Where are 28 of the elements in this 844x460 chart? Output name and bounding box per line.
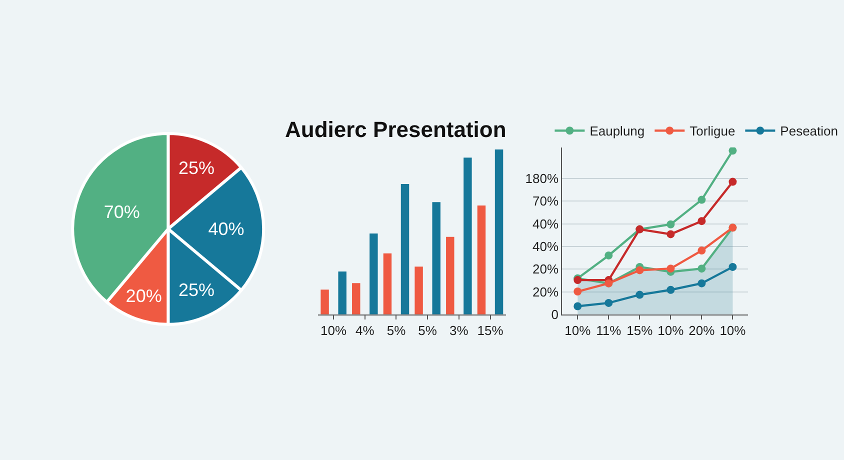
- data-label: 25%: [178, 280, 215, 300]
- x-tick-label: 10%: [658, 323, 684, 338]
- text: 0: [551, 306, 559, 322]
- text: 40%: [532, 239, 559, 254]
- x-tick-label: 5%: [386, 323, 406, 338]
- legend-label: Torligue: [690, 124, 736, 139]
- legend-label: Eauplung: [590, 124, 645, 139]
- x-tick-label: 3%: [450, 323, 469, 338]
- text: 180%: [525, 171, 559, 186]
- text: 70%: [532, 194, 559, 209]
- text: 20%: [532, 284, 559, 300]
- x-tick-label: 20%: [688, 323, 716, 338]
- legend-label: Peseation: [780, 124, 838, 139]
- data-label: 20%: [126, 286, 162, 306]
- data-label: 25%: [178, 158, 215, 178]
- text: 20%: [532, 262, 559, 277]
- x-tick-label: 10%: [720, 323, 746, 338]
- x-tick-label: 10%: [564, 323, 592, 338]
- data-label: 40%: [208, 218, 244, 239]
- x-tick-label: 10%: [320, 323, 348, 338]
- x-tick-label: 15%: [626, 323, 654, 338]
- x-tick-label: 5%: [418, 323, 438, 338]
- x-tick-label: 15%: [477, 323, 504, 338]
- data-label: 70%: [104, 202, 140, 222]
- text: 40%: [532, 216, 559, 232]
- x-tick-label: 4%: [356, 323, 375, 338]
- x-tick-label: 11%: [596, 323, 622, 338]
- chart-title: Audierc Presentation: [285, 117, 506, 142]
